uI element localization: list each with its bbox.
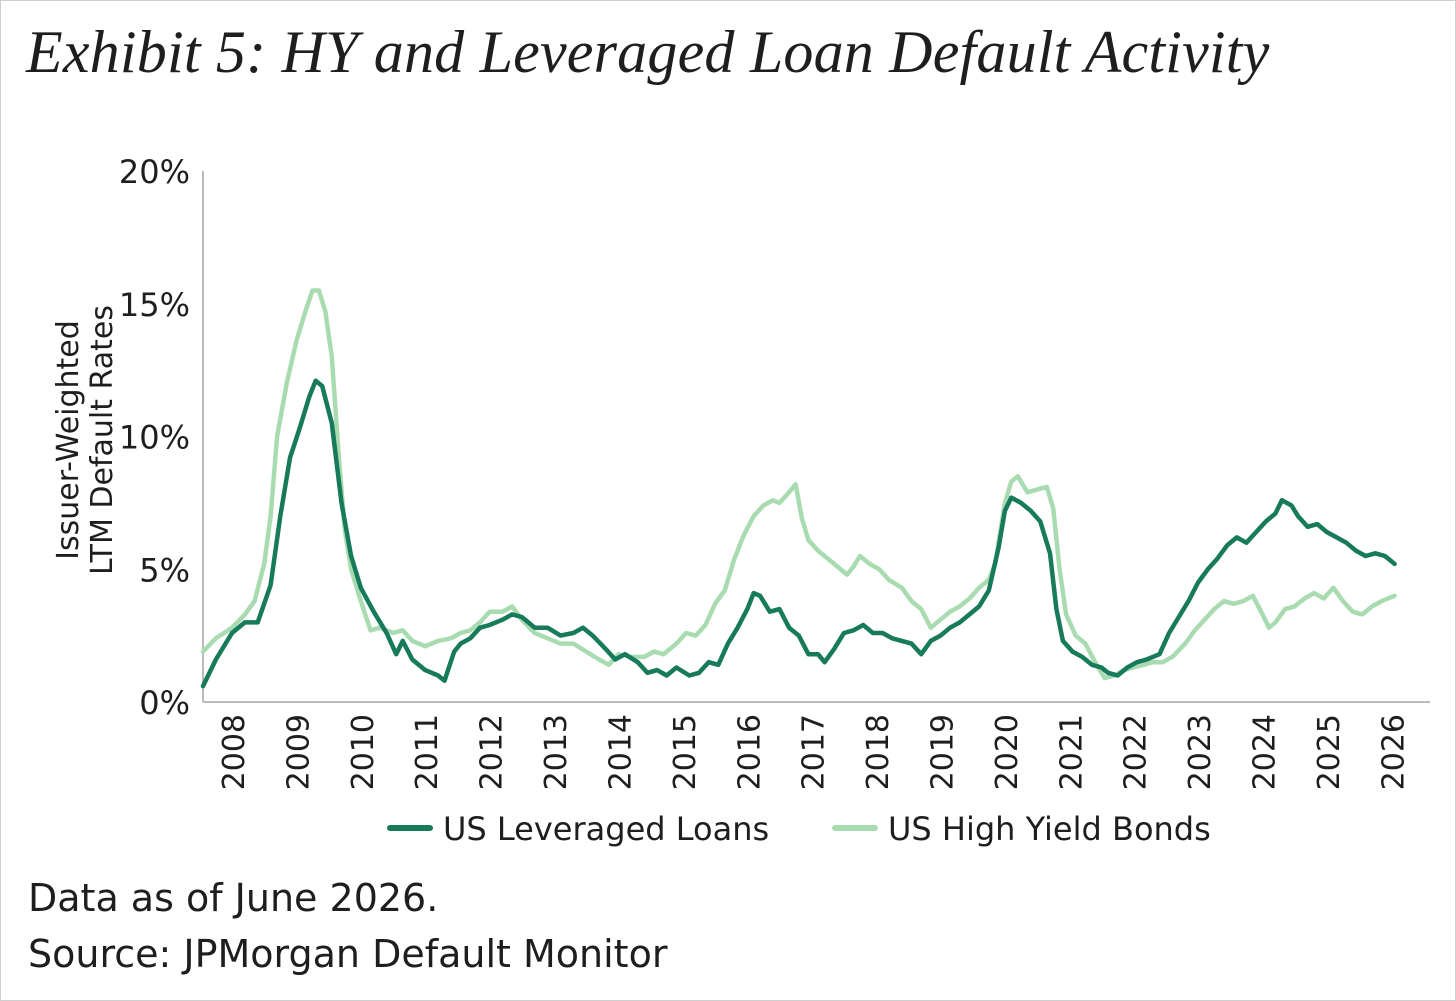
y-tick-label: 20% (119, 153, 190, 191)
series-line-us-leveraged-loans (200, 378, 1397, 689)
x-tick-label: 2026 (1376, 714, 1411, 790)
y-tick-label: 10% (119, 419, 190, 457)
x-tick-label: 2018 (861, 714, 896, 790)
x-tick-label: 2013 (539, 714, 574, 790)
y-axis-title: LTM Default Rates (85, 305, 120, 575)
y-tick-label: 15% (119, 286, 190, 324)
legend-label: US High Yield Bonds (888, 810, 1211, 848)
chart-legend: US Leveraged Loans US High Yield Bonds (387, 810, 1211, 848)
y-tick-label: 5% (139, 551, 190, 589)
x-tick-label: 2008 (217, 714, 252, 790)
series-line-us-high-yield-bonds (200, 288, 1397, 681)
x-tick-label: 2017 (797, 714, 832, 790)
footnote: Data as of June 2026. (28, 876, 439, 920)
x-tick-label: 2023 (1183, 714, 1218, 790)
x-tick-label: 2024 (1248, 714, 1283, 790)
x-tick-label: 2022 (1119, 714, 1154, 790)
x-tick-label: 2016 (732, 714, 767, 790)
x-tick-label: 2011 (410, 714, 445, 790)
x-tick-label: 2025 (1312, 714, 1347, 790)
chart-axes: 0% 5% 10% 15% 20% 2008 2009 2010 2011 2012 2013 201… (51, 153, 1430, 790)
chart-title: Exhibit 5: HY and Leveraged Loan Default… (26, 19, 1270, 85)
y-tick-label: 0% (139, 684, 190, 722)
x-tick-label: 2009 (281, 714, 316, 790)
chart-notes: Data as of June 2026. Source: JPMorgan D… (28, 870, 667, 982)
y-axis-title: Issuer-Weighted (51, 320, 86, 560)
x-tick-label: 2015 (668, 714, 703, 790)
x-tick-label: 2019 (925, 714, 960, 790)
x-tick-label: 2021 (1054, 714, 1089, 790)
line-chart: 0% 5% 10% 15% 20% 2008 2009 2010 2011 2012 2013 201… (51, 153, 1430, 848)
x-tick-label: 2012 (475, 714, 510, 790)
chart-series (200, 288, 1397, 689)
source-note: Source: JPMorgan Default Monitor (28, 932, 668, 976)
x-tick-label: 2010 (346, 714, 381, 790)
x-tick-label: 2014 (603, 714, 638, 790)
x-tick-label: 2020 (990, 714, 1025, 790)
legend-label: US Leveraged Loans (443, 810, 769, 848)
